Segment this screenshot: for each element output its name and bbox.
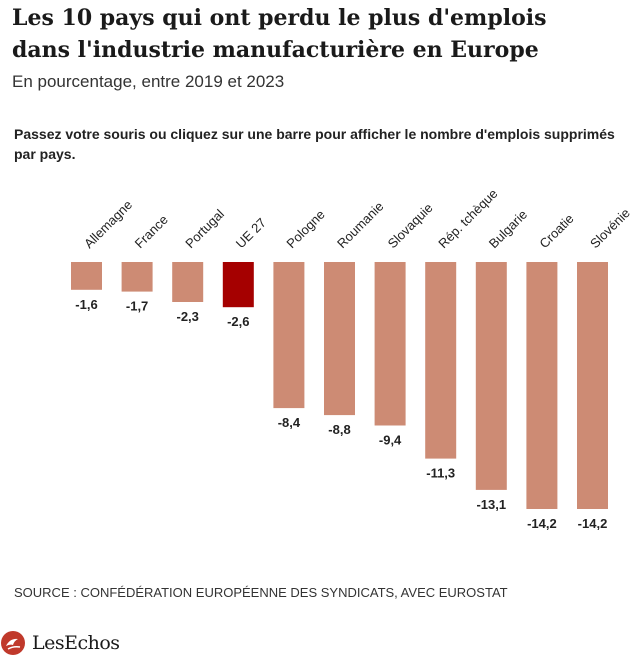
bar-bulgarie[interactable] [475, 262, 507, 490]
data-label: -1,7 [126, 299, 148, 314]
data-label: -11,3 [426, 466, 455, 481]
bar-france[interactable] [121, 262, 153, 292]
bar-ue-27[interactable] [222, 262, 254, 308]
chart-subtitle: En pourcentage, entre 2019 et 2023 [12, 72, 285, 91]
bar-chart: -1,6 Allemagne -1,7 France -2,3 Portugal -2,6 U… [71, 186, 633, 531]
category-label: UE 27 [233, 215, 269, 251]
category-label: Pologne [283, 207, 327, 251]
bar-slovaquie[interactable] [374, 262, 406, 426]
bar-r-p-tch-que[interactable] [425, 262, 457, 459]
source-note: SOURCE : CONFÉDÉRATION EUROPÉENNE DES SY… [14, 585, 508, 600]
category-label: Slovénie [587, 205, 633, 251]
les-echos-logo: LesEchos [0, 629, 120, 657]
bar-roumanie[interactable] [324, 262, 355, 416]
chart-instruction: Passez votre souris ou cliquez sur une b… [14, 126, 615, 162]
data-label: -8,8 [328, 422, 350, 437]
category-label: Portugal [182, 206, 227, 251]
category-label: Slovaquie [385, 200, 436, 251]
category-label: Bulgarie [486, 207, 530, 251]
bar-allemagne[interactable] [71, 262, 102, 290]
bar-pologne[interactable] [273, 262, 305, 409]
data-label: -8,4 [278, 415, 301, 430]
category-label: Roumanie [334, 199, 387, 252]
les-echos-emblem-icon [1, 631, 25, 655]
category-label: France [132, 212, 171, 251]
data-label: -13,1 [476, 497, 506, 512]
data-label: -14,2 [527, 516, 557, 531]
data-label: -9,4 [379, 433, 402, 448]
bar-croatie[interactable] [526, 262, 558, 509]
category-label: Croatie [536, 211, 576, 251]
logo-text: LesEchos [32, 632, 120, 654]
bar-portugal[interactable] [172, 262, 204, 302]
chart-title: Les 10 pays qui ont perdu le plus d'empl… [12, 5, 547, 63]
data-label: -2,6 [227, 314, 249, 329]
bar-slov-nie[interactable] [577, 262, 608, 509]
category-label: Allemagne [81, 197, 135, 251]
data-label: -14,2 [578, 516, 608, 531]
data-label: -1,6 [75, 297, 97, 312]
data-label: -2,3 [176, 309, 198, 324]
